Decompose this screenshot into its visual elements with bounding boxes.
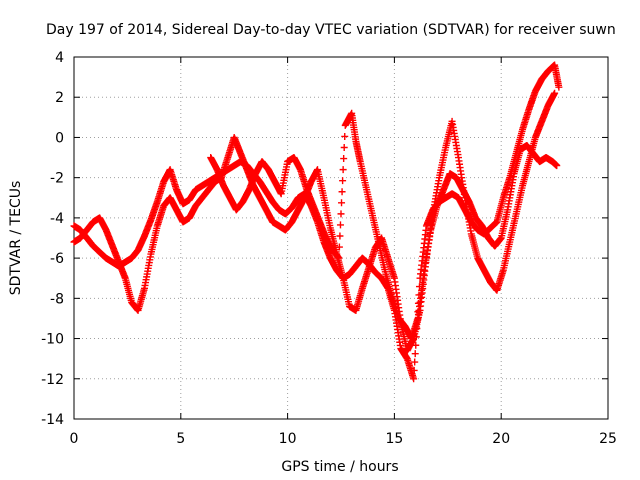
x-tick-label: 0 <box>70 431 79 447</box>
data-point <box>339 166 347 174</box>
data-point <box>335 243 343 251</box>
data-point <box>339 177 347 185</box>
data-point <box>337 210 345 218</box>
x-axis-label: GPS time / hours <box>281 459 398 475</box>
data-point <box>338 199 346 207</box>
data-point <box>340 144 348 151</box>
y-tick-label: -8 <box>50 291 64 307</box>
series-3 <box>207 109 561 343</box>
data-point <box>336 232 344 240</box>
data-points <box>70 61 563 383</box>
y-tick-label: -6 <box>50 251 64 267</box>
y-tick-label: -2 <box>50 171 64 187</box>
chart-title: Day 197 of 2014, Sidereal Day-to-day VTE… <box>46 22 616 38</box>
data-point <box>341 132 349 140</box>
x-tick-label: 5 <box>176 431 185 447</box>
plot-frame <box>73 56 609 420</box>
y-tick-label: -12 <box>41 372 64 388</box>
x-tick-label: 15 <box>385 431 403 447</box>
data-point <box>410 375 418 383</box>
data-point <box>410 366 418 374</box>
data-point <box>411 350 419 358</box>
y-tick-label: -10 <box>41 332 64 348</box>
y-axis-label: SDTVAR / TECUs <box>8 181 24 296</box>
data-point <box>551 89 559 97</box>
data-point <box>555 83 563 91</box>
y-tick-label: 4 <box>55 50 64 66</box>
x-tick-label: 20 <box>492 431 510 447</box>
x-tick-label: 25 <box>599 431 617 447</box>
y-tick-label: -14 <box>41 412 64 428</box>
data-point <box>336 221 344 229</box>
y-tick-label: -4 <box>50 211 64 227</box>
data-point <box>553 162 561 170</box>
data-point <box>411 358 419 366</box>
x-tick-label: 10 <box>279 431 297 447</box>
x-axis: 0 5 10 15 20 25 <box>70 57 617 447</box>
y-tick-label: 2 <box>55 90 64 106</box>
data-point <box>338 188 346 196</box>
data-point <box>340 155 348 163</box>
y-tick-label: 0 <box>55 130 64 146</box>
data-point <box>335 254 343 262</box>
y-axis: 4 2 0 -2 -4 -6 -8 -10 -12 -14 <box>41 50 608 428</box>
